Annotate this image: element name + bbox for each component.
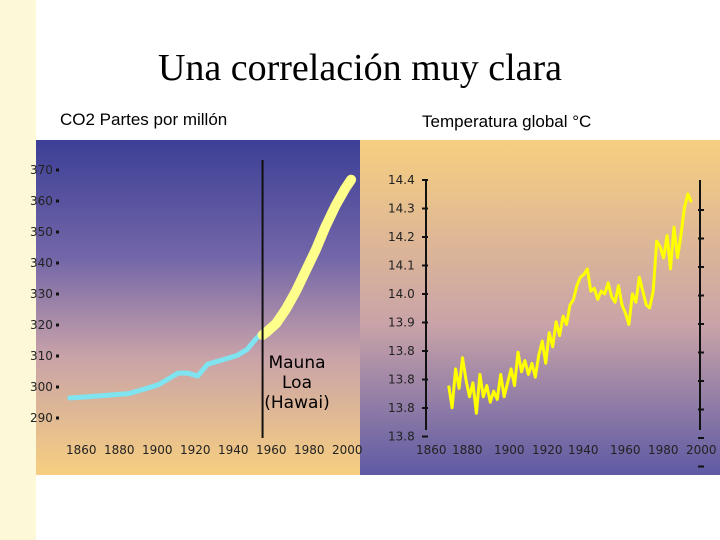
co2-x-tick-label: 1880 (104, 443, 135, 457)
temp-y-tick-label: 14.2 (388, 230, 415, 244)
mauna-loa-annotation: Loa (282, 373, 312, 393)
temp-y-tick-label: 13.8 (388, 430, 415, 444)
co2-x-tick-label: 1960 (256, 443, 287, 457)
slide-title: Una correlación muy clara (157, 47, 563, 89)
mauna-loa-annotation: (Hawai) (264, 393, 330, 413)
co2-y-tick-label: 300 (30, 380, 53, 394)
co2-y-tick-mark (56, 385, 59, 389)
temp-y-tick-label: 13.8 (388, 401, 415, 415)
co2-y-tick-label: 360 (30, 194, 53, 208)
mauna-loa-annotation: Mauna (268, 353, 325, 373)
co2-y-tick-mark (56, 261, 59, 265)
co2-x-tick-label: 1920 (180, 443, 211, 457)
co2-y-tick-label: 330 (30, 287, 53, 301)
temperature-line (447, 192, 693, 415)
temp-x-tick-label: 1920 (532, 443, 563, 457)
co2-ice-core-line (67, 329, 266, 401)
left-stripe-lower (0, 140, 36, 475)
co2-y-tick-mark (56, 354, 59, 358)
temp-y-tick-label: 14.3 (388, 202, 415, 216)
co2-y-tick-mark (56, 168, 59, 172)
co2-y-tick-label: 320 (30, 318, 53, 332)
co2-x-tick-label: 1860 (66, 443, 97, 457)
co2-x-tick-label: 2000 (332, 443, 363, 457)
temp-x-tick-label: 1900 (494, 443, 525, 457)
temperature-chart-title: Temperatura global °C (422, 112, 592, 131)
temp-y-tick-label: 13.8 (388, 344, 415, 358)
co2-chart-background (0, 140, 360, 475)
temp-x-tick-label: 2000 (686, 443, 717, 457)
co2-y-tick-mark (56, 416, 59, 420)
co2-y-tick-label: 370 (30, 163, 53, 177)
co2-x-tick-label: 1940 (218, 443, 249, 457)
co2-x-tick-label: 1900 (142, 443, 173, 457)
co2-y-tick-mark (56, 230, 59, 234)
co2-y-tick-label: 350 (30, 225, 53, 239)
temp-x-tick-label: 1880 (452, 443, 483, 457)
temp-x-tick-label: 1940 (568, 443, 599, 457)
temp-x-tick-label: 1960 (610, 443, 641, 457)
co2-mauna-loa-line (257, 174, 357, 340)
co2-y-tick-mark (56, 292, 59, 296)
co2-y-tick-label: 340 (30, 256, 53, 270)
co2-chart-title: CO2 Partes por millón (60, 110, 228, 129)
temp-y-tick-label: 13.8 (388, 373, 415, 387)
temperature-chart-background (360, 140, 720, 475)
temp-x-tick-label: 1860 (416, 443, 447, 457)
temp-x-tick-label: 1980 (648, 443, 679, 457)
co2-y-tick-label: 290 (30, 411, 53, 425)
temp-y-tick-label: 14.0 (388, 287, 415, 301)
temp-y-tick-label: 14.1 (388, 259, 415, 273)
chart-panel (0, 140, 720, 475)
co2-y-tick-mark (56, 199, 59, 203)
co2-x-tick-label: 1980 (294, 443, 325, 457)
temp-y-tick-label: 14.4 (388, 173, 415, 187)
co2-y-tick-label: 310 (30, 349, 53, 363)
co2-y-tick-mark (56, 323, 59, 327)
temp-y-tick-label: 13.9 (388, 316, 415, 330)
